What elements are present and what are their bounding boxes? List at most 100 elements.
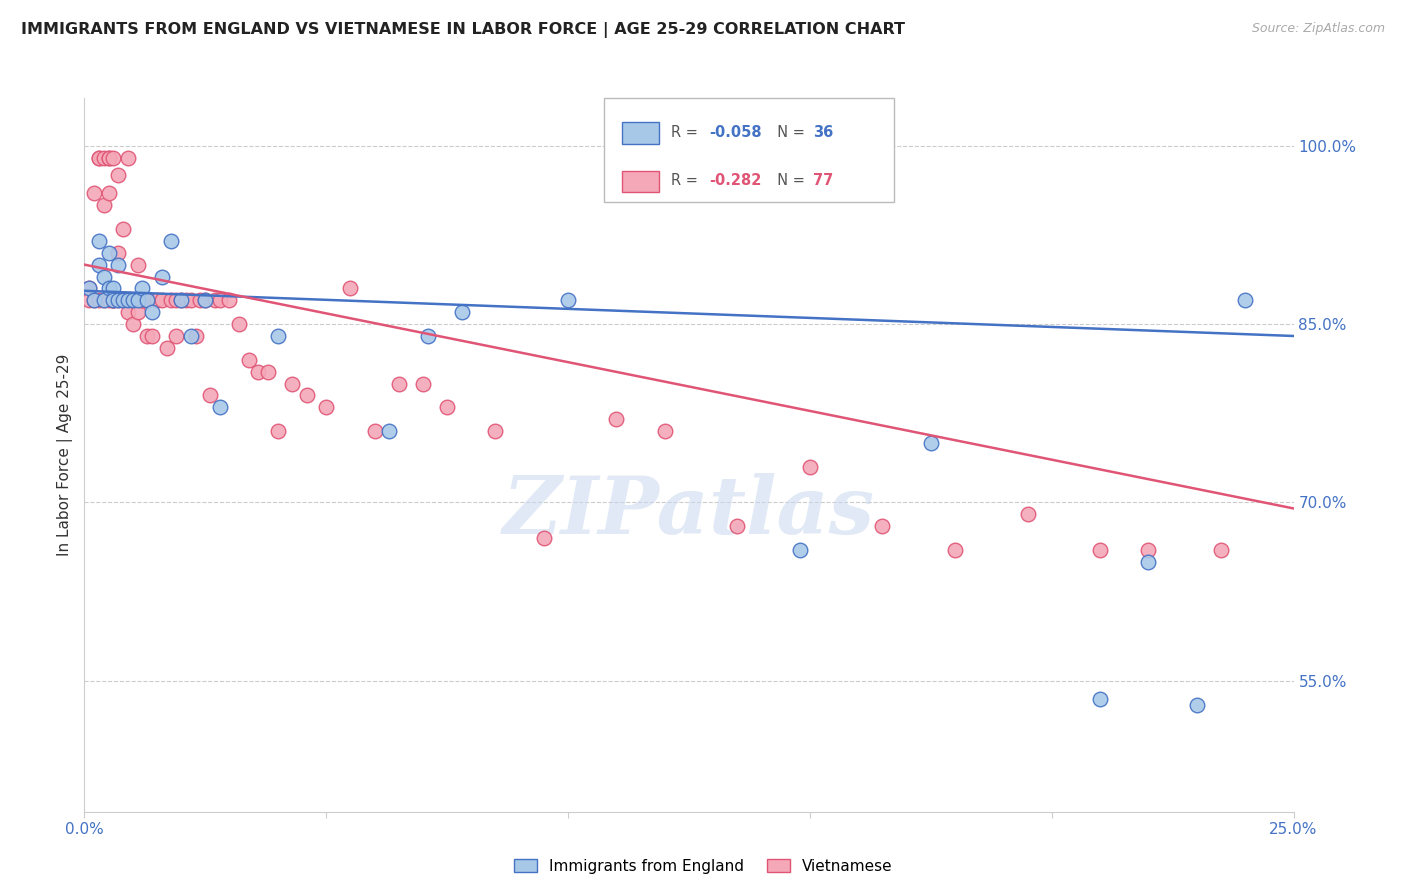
Point xyxy=(77,281,100,295)
Text: -0.058: -0.058 xyxy=(710,125,762,140)
Point xyxy=(117,305,139,319)
Point xyxy=(257,365,280,379)
Point xyxy=(1209,543,1232,558)
Point xyxy=(107,169,129,183)
Point xyxy=(160,234,183,248)
Point xyxy=(87,293,110,308)
Point xyxy=(267,329,290,343)
Point xyxy=(93,293,115,308)
Point xyxy=(97,245,120,260)
Point xyxy=(103,293,125,308)
Point xyxy=(1137,555,1160,569)
Point xyxy=(103,293,125,308)
Text: R =: R = xyxy=(671,125,703,140)
Point xyxy=(416,329,439,343)
Point xyxy=(136,329,159,343)
Point xyxy=(160,293,183,308)
Point xyxy=(107,293,129,308)
Point xyxy=(388,376,411,391)
Point xyxy=(146,293,169,308)
Point xyxy=(198,388,221,402)
Point xyxy=(170,293,193,308)
Point xyxy=(112,222,135,236)
Point xyxy=(155,341,177,355)
Point xyxy=(131,281,153,295)
Point xyxy=(97,186,120,201)
Point xyxy=(1088,543,1111,558)
Point xyxy=(872,519,894,533)
Point xyxy=(136,293,159,308)
Point xyxy=(218,293,240,308)
Y-axis label: In Labor Force | Age 25-29: In Labor Force | Age 25-29 xyxy=(58,354,73,556)
Point xyxy=(97,151,120,165)
Point xyxy=(605,412,627,426)
Text: 36: 36 xyxy=(814,125,834,140)
Point xyxy=(136,293,159,308)
Point xyxy=(339,281,361,295)
Point xyxy=(194,293,217,308)
Point xyxy=(87,234,110,248)
Point xyxy=(93,293,115,308)
Point xyxy=(557,293,579,308)
Point xyxy=(450,305,472,319)
Legend: Immigrants from England, Vietnamese: Immigrants from England, Vietnamese xyxy=(508,853,898,880)
Point xyxy=(165,293,187,308)
FancyBboxPatch shape xyxy=(623,170,659,192)
Point xyxy=(412,376,434,391)
Text: -0.282: -0.282 xyxy=(710,173,762,188)
FancyBboxPatch shape xyxy=(605,98,894,202)
Text: N =: N = xyxy=(768,125,808,140)
Point xyxy=(87,151,110,165)
Point xyxy=(295,388,318,402)
Point xyxy=(97,281,120,295)
Point xyxy=(150,293,173,308)
Point xyxy=(174,293,197,308)
Point xyxy=(363,424,385,438)
Point xyxy=(484,424,506,438)
Point xyxy=(127,305,149,319)
Point xyxy=(165,329,187,343)
Point xyxy=(107,293,129,308)
Point xyxy=(131,293,153,308)
Point xyxy=(1234,293,1257,308)
Text: 77: 77 xyxy=(814,173,834,188)
Point xyxy=(83,293,105,308)
Point xyxy=(121,293,143,308)
Text: R =: R = xyxy=(671,173,703,188)
Point xyxy=(533,531,555,545)
Point xyxy=(121,317,143,331)
Point xyxy=(150,269,173,284)
Point xyxy=(127,258,149,272)
Point xyxy=(107,258,129,272)
Point xyxy=(103,293,125,308)
Point xyxy=(281,376,304,391)
Point xyxy=(121,293,143,308)
Point xyxy=(194,293,217,308)
Text: N =: N = xyxy=(768,173,808,188)
Text: ZIPatlas: ZIPatlas xyxy=(503,474,875,550)
Point xyxy=(97,151,120,165)
Point xyxy=(943,543,966,558)
Point xyxy=(77,293,100,308)
Point xyxy=(190,293,212,308)
Text: Source: ZipAtlas.com: Source: ZipAtlas.com xyxy=(1251,22,1385,36)
Point xyxy=(654,424,676,438)
Point xyxy=(93,198,115,212)
Point xyxy=(112,293,135,308)
Point xyxy=(208,401,231,415)
Point xyxy=(1185,698,1208,712)
Text: IMMIGRANTS FROM ENGLAND VS VIETNAMESE IN LABOR FORCE | AGE 25-29 CORRELATION CHA: IMMIGRANTS FROM ENGLAND VS VIETNAMESE IN… xyxy=(21,22,905,38)
Point xyxy=(117,293,139,308)
Point xyxy=(117,293,139,308)
Point xyxy=(77,281,100,295)
Point xyxy=(93,269,115,284)
Point xyxy=(436,401,458,415)
Point xyxy=(180,329,202,343)
Point xyxy=(107,245,129,260)
Point xyxy=(83,186,105,201)
Point xyxy=(103,293,125,308)
Point xyxy=(184,329,207,343)
Point xyxy=(117,151,139,165)
Point xyxy=(83,293,105,308)
Point xyxy=(378,424,401,438)
